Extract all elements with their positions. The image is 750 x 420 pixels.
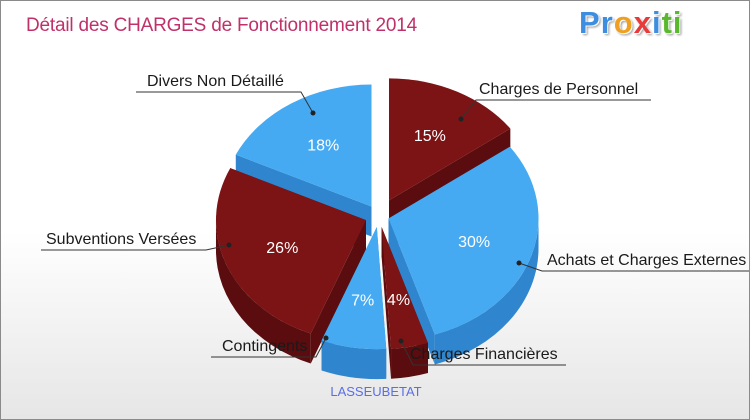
leader-line-4 (41, 244, 230, 251)
slice-percent-4: 26% (266, 240, 298, 257)
leader-line-2 (400, 340, 566, 366)
pie-slice-0[interactable] (388, 78, 511, 201)
slice-percent-2: 4% (387, 292, 410, 309)
leader-line-0 (460, 99, 651, 120)
leader-tip-5 (310, 110, 316, 116)
slice-label-3: Contingents (222, 338, 307, 355)
pie-slice-3[interactable] (321, 227, 387, 350)
chart-title: Détail des CHARGES de Fonctionnement 201… (26, 15, 418, 36)
pie-slice-1[interactable] (388, 146, 539, 335)
slice-label-0: Charges de Personnel (479, 81, 638, 98)
slice-percent-5: 18% (307, 138, 339, 155)
proxiti-logo: Proxiti (579, 5, 683, 40)
slice-percent-0: 15% (414, 128, 446, 145)
pie-slice-2[interactable] (381, 227, 428, 349)
leader-tip-3 (323, 335, 329, 341)
pie-slice-4[interactable] (215, 168, 366, 334)
leader-tip-2 (398, 338, 404, 344)
leader-lines (41, 91, 749, 366)
percent-labels: 15% 30% 4% 7% 26% 18% (266, 128, 490, 309)
slice-labels: Charges de Personnel Achats et Charges Ex… (46, 73, 746, 363)
slice-label-4: Subventions Versées (46, 231, 196, 248)
slice-side-3 (321, 340, 387, 380)
pie-slice-5[interactable] (235, 84, 372, 207)
slice-edge-4-0 (310, 220, 366, 364)
leader-line-5 (136, 91, 314, 114)
leader-tip-0 (458, 116, 464, 122)
leader-line-1 (518, 262, 749, 272)
slice-label-5: Divers Non Détaillé (147, 73, 284, 90)
slice-percent-3: 7% (351, 292, 374, 309)
slice-percent-1: 30% (458, 234, 490, 251)
pie-slices (215, 78, 539, 380)
leader-tip-1 (516, 260, 522, 266)
slice-label-1: Achats et Charges Externes (547, 252, 746, 269)
slice-label-2: Charges Financières (410, 346, 558, 363)
slice-side-4 (215, 220, 311, 364)
leader-tip-4 (226, 242, 232, 248)
slice-side-1 (434, 218, 539, 365)
slice-edge-2-1 (381, 227, 392, 379)
commune-caption: LASSEUBETAT (330, 384, 422, 399)
slice-side-2 (391, 343, 428, 379)
leader-line-3 (211, 337, 327, 358)
slice-edge-1-1 (388, 218, 435, 365)
